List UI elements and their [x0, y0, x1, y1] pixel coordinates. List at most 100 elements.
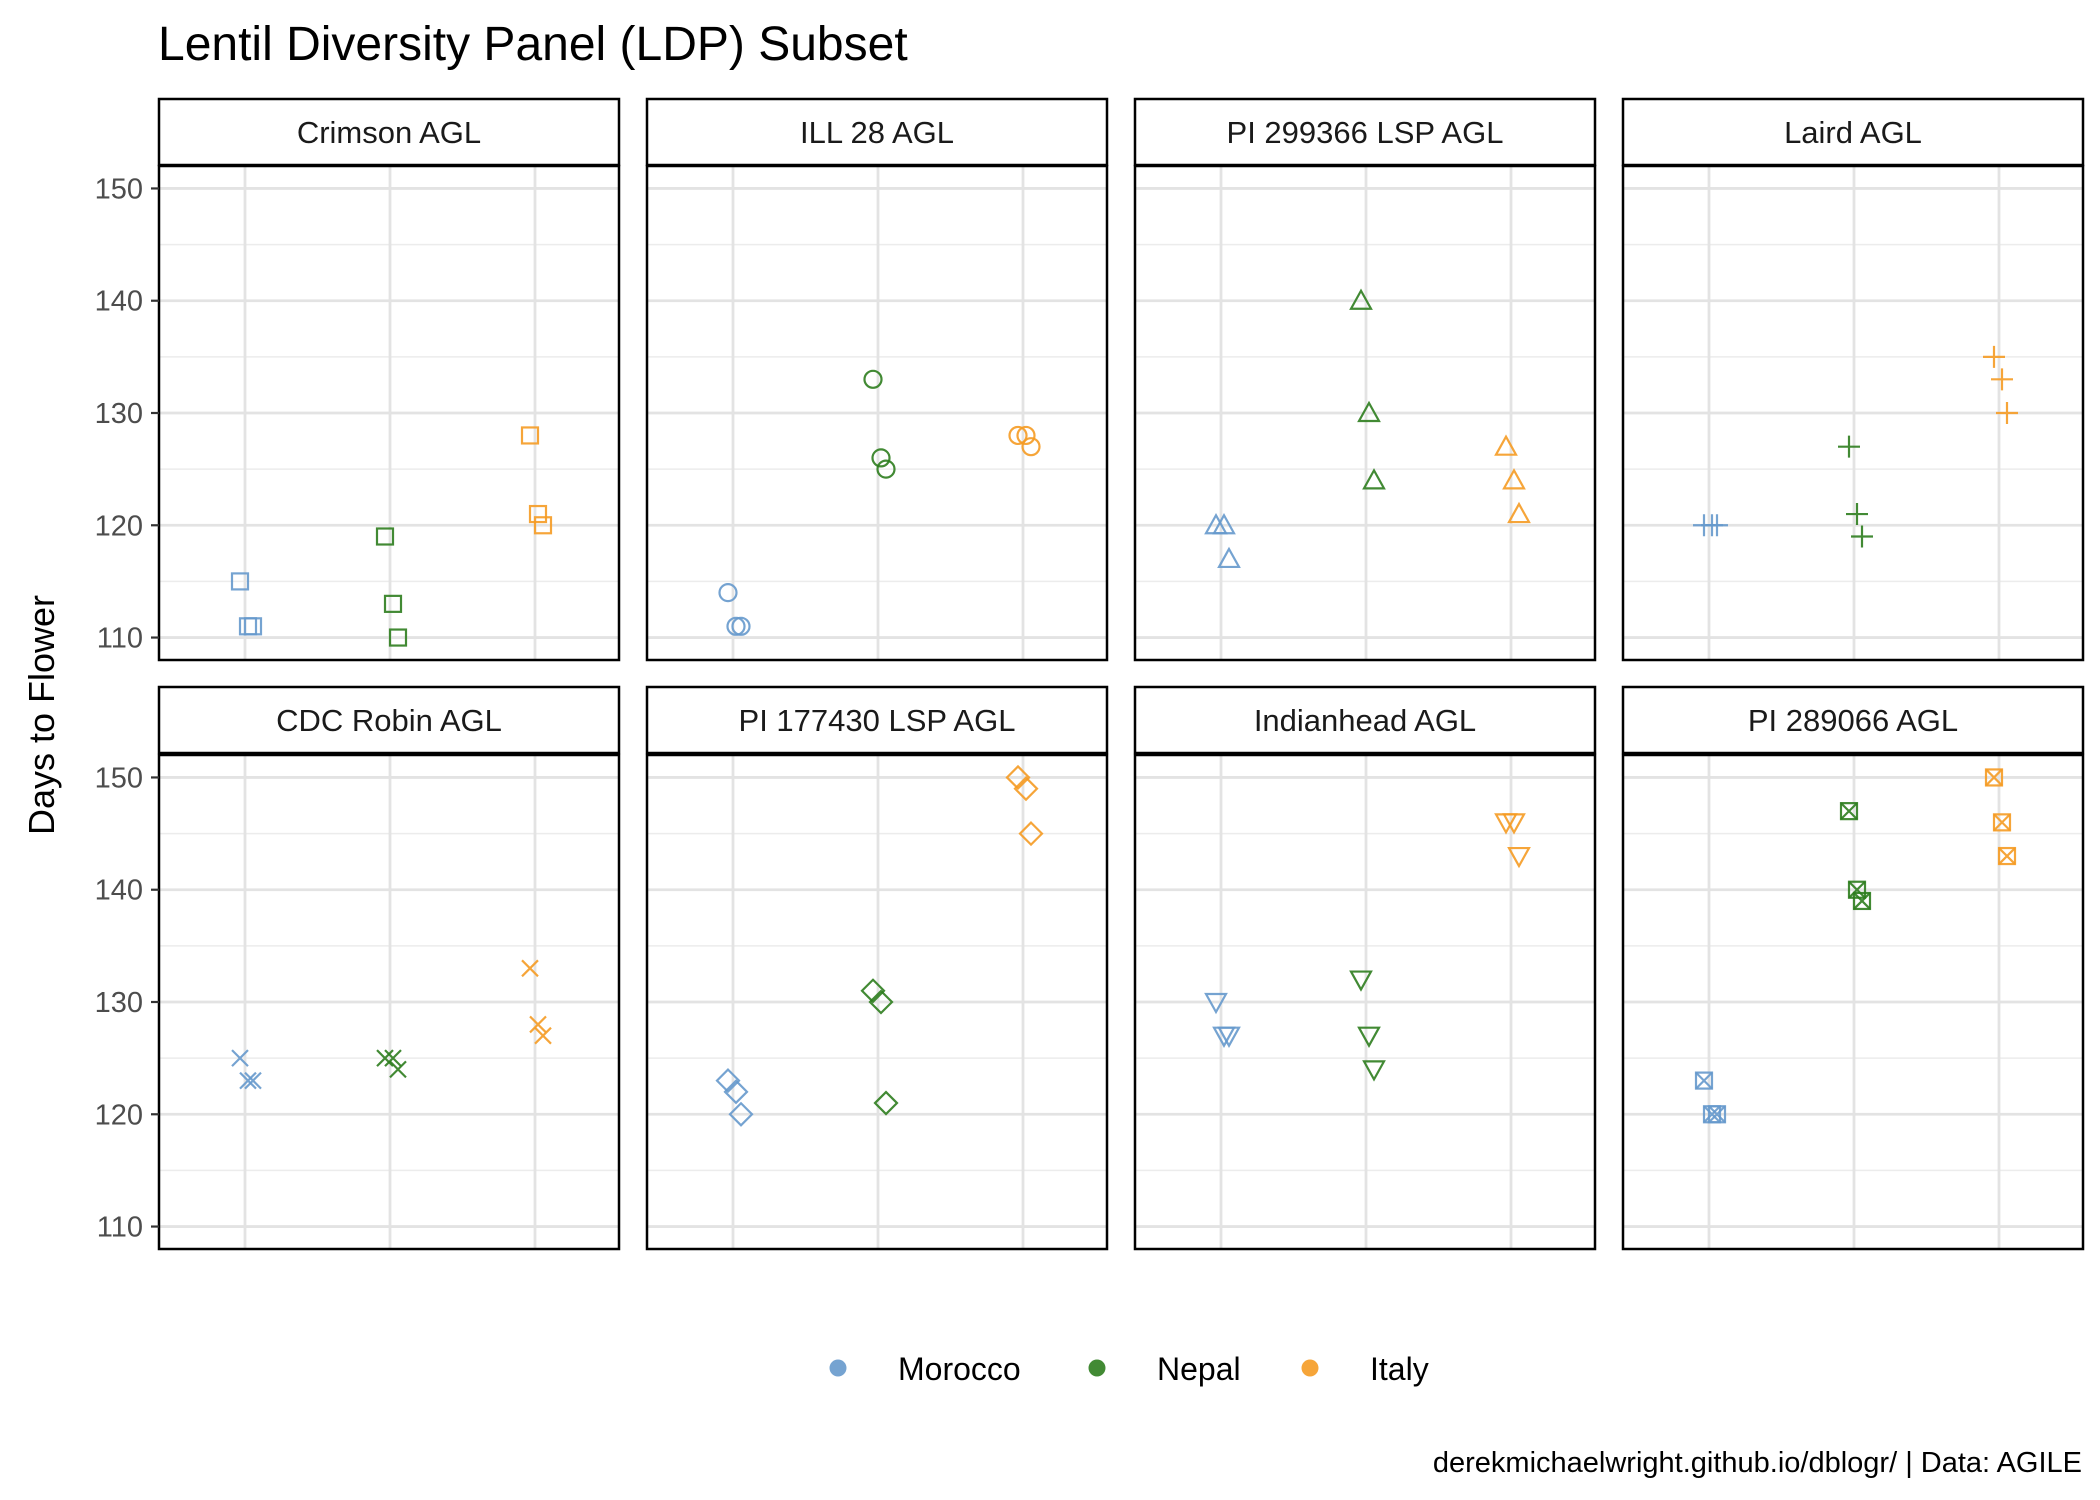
data-point — [384, 1049, 402, 1067]
data-point — [244, 1071, 262, 1090]
data-point — [1013, 776, 1039, 802]
data-point — [860, 978, 886, 1004]
data-point — [389, 1060, 407, 1079]
data-point — [1018, 821, 1044, 847]
legend-item: Morocco — [829, 1351, 1021, 1387]
y-tick-label: 140 — [95, 286, 143, 318]
strip-background — [1133, 685, 1597, 755]
strip-label: Crimson AGL — [297, 115, 481, 150]
data-point — [868, 989, 894, 1015]
y-tick-label: 150 — [95, 762, 143, 794]
legend-key — [1301, 1359, 1319, 1377]
data-point — [728, 1101, 754, 1127]
data-point — [1349, 288, 1373, 310]
data-point — [1217, 1026, 1241, 1048]
data-point — [528, 504, 548, 524]
data-point — [1502, 813, 1526, 835]
panel-border — [645, 753, 1109, 1251]
data-point — [715, 1068, 741, 1094]
data-point — [388, 628, 408, 647]
strip-label: Indianhead AGL — [1254, 703, 1476, 738]
data-point — [863, 369, 883, 389]
panel: PI 177430 LSP AGL — [645, 685, 1109, 1251]
panel: ILL 28 AGL — [645, 97, 1109, 662]
y-tick-label: 130 — [95, 398, 143, 430]
data-point — [1707, 1105, 1727, 1124]
panel: Laird AGL — [1621, 97, 2085, 662]
strip-background — [1621, 97, 2085, 167]
data-point — [1991, 368, 2013, 391]
data-point — [876, 459, 896, 479]
data-point — [1349, 970, 1373, 992]
data-point — [1838, 435, 1860, 458]
panel: PI 289066 AGL — [1621, 685, 2085, 1251]
strip-label: ILL 28 AGL — [800, 115, 954, 150]
data-point — [718, 583, 738, 603]
data-point — [1021, 437, 1041, 457]
data-point — [1847, 880, 1867, 899]
y-tick-label: 130 — [95, 987, 143, 1019]
panel: Indianhead AGL — [1133, 685, 1597, 1251]
strip-label: CDC Robin AGL — [276, 703, 502, 738]
data-point — [239, 1071, 257, 1090]
data-point — [1507, 501, 1531, 524]
strip-background — [157, 97, 621, 167]
data-point — [1362, 468, 1386, 490]
data-point — [1992, 813, 2012, 832]
panel-border — [1133, 753, 1597, 1251]
data-point — [1983, 345, 2005, 368]
strip-background — [1621, 685, 2085, 755]
legend-label: Italy — [1370, 1351, 1429, 1387]
legend: Morocco Nepal Italy — [829, 1351, 1429, 1387]
data-point — [1016, 425, 1036, 446]
strip-label: PI 177430 LSP AGL — [739, 703, 1016, 738]
legend-key — [1088, 1359, 1106, 1377]
legend-key — [829, 1359, 847, 1377]
data-point — [1005, 764, 1031, 791]
y-tick-label: 150 — [95, 173, 143, 205]
y-axis-title: Days to Flower — [21, 595, 62, 835]
strip-label: PI 299366 LSP AGL — [1227, 115, 1504, 150]
strip-label: PI 289066 AGL — [1748, 703, 1958, 738]
data-point — [521, 959, 539, 978]
data-point — [1694, 1071, 1714, 1090]
data-point — [1996, 402, 2018, 424]
chart-title: Lentil Diversity Panel (LDP) Subset — [158, 18, 908, 71]
data-point — [375, 527, 395, 546]
y-tick-label: 120 — [95, 510, 143, 542]
strip-label: Laird AGL — [1784, 115, 1922, 150]
data-point — [1008, 425, 1028, 446]
data-point — [1362, 1060, 1386, 1082]
legend-item: Italy — [1301, 1351, 1429, 1387]
data-point — [533, 516, 553, 535]
data-point — [1852, 891, 1872, 911]
data-point — [731, 616, 751, 636]
y-tick-label: 120 — [95, 1099, 143, 1131]
data-point — [1984, 768, 2004, 787]
y-tick-label: 110 — [97, 1212, 143, 1244]
strip-background — [157, 685, 621, 755]
legend-label: Nepal — [1157, 1351, 1241, 1387]
data-point — [231, 1049, 249, 1067]
data-point — [1502, 468, 1526, 490]
data-point — [376, 1049, 394, 1067]
data-point — [529, 1015, 547, 1034]
data-point — [873, 1090, 899, 1116]
data-point — [230, 572, 250, 591]
data-point — [723, 1079, 749, 1105]
data-point — [1212, 513, 1236, 535]
data-point — [1357, 400, 1381, 423]
data-point — [1217, 546, 1241, 569]
data-point — [1507, 846, 1531, 869]
data-point — [243, 617, 263, 636]
panel: Crimson AGL 110 120 130 140 150 — [95, 97, 621, 662]
y-tick-label: 140 — [95, 875, 143, 907]
data-point — [1839, 802, 1859, 821]
data-point — [383, 594, 403, 613]
strip-background — [1133, 97, 1597, 167]
data-point — [1357, 1026, 1381, 1048]
data-point — [1846, 503, 1868, 526]
y-tick-label: 110 — [97, 623, 143, 655]
legend-item: Nepal — [1088, 1351, 1241, 1387]
data-point — [520, 426, 540, 445]
